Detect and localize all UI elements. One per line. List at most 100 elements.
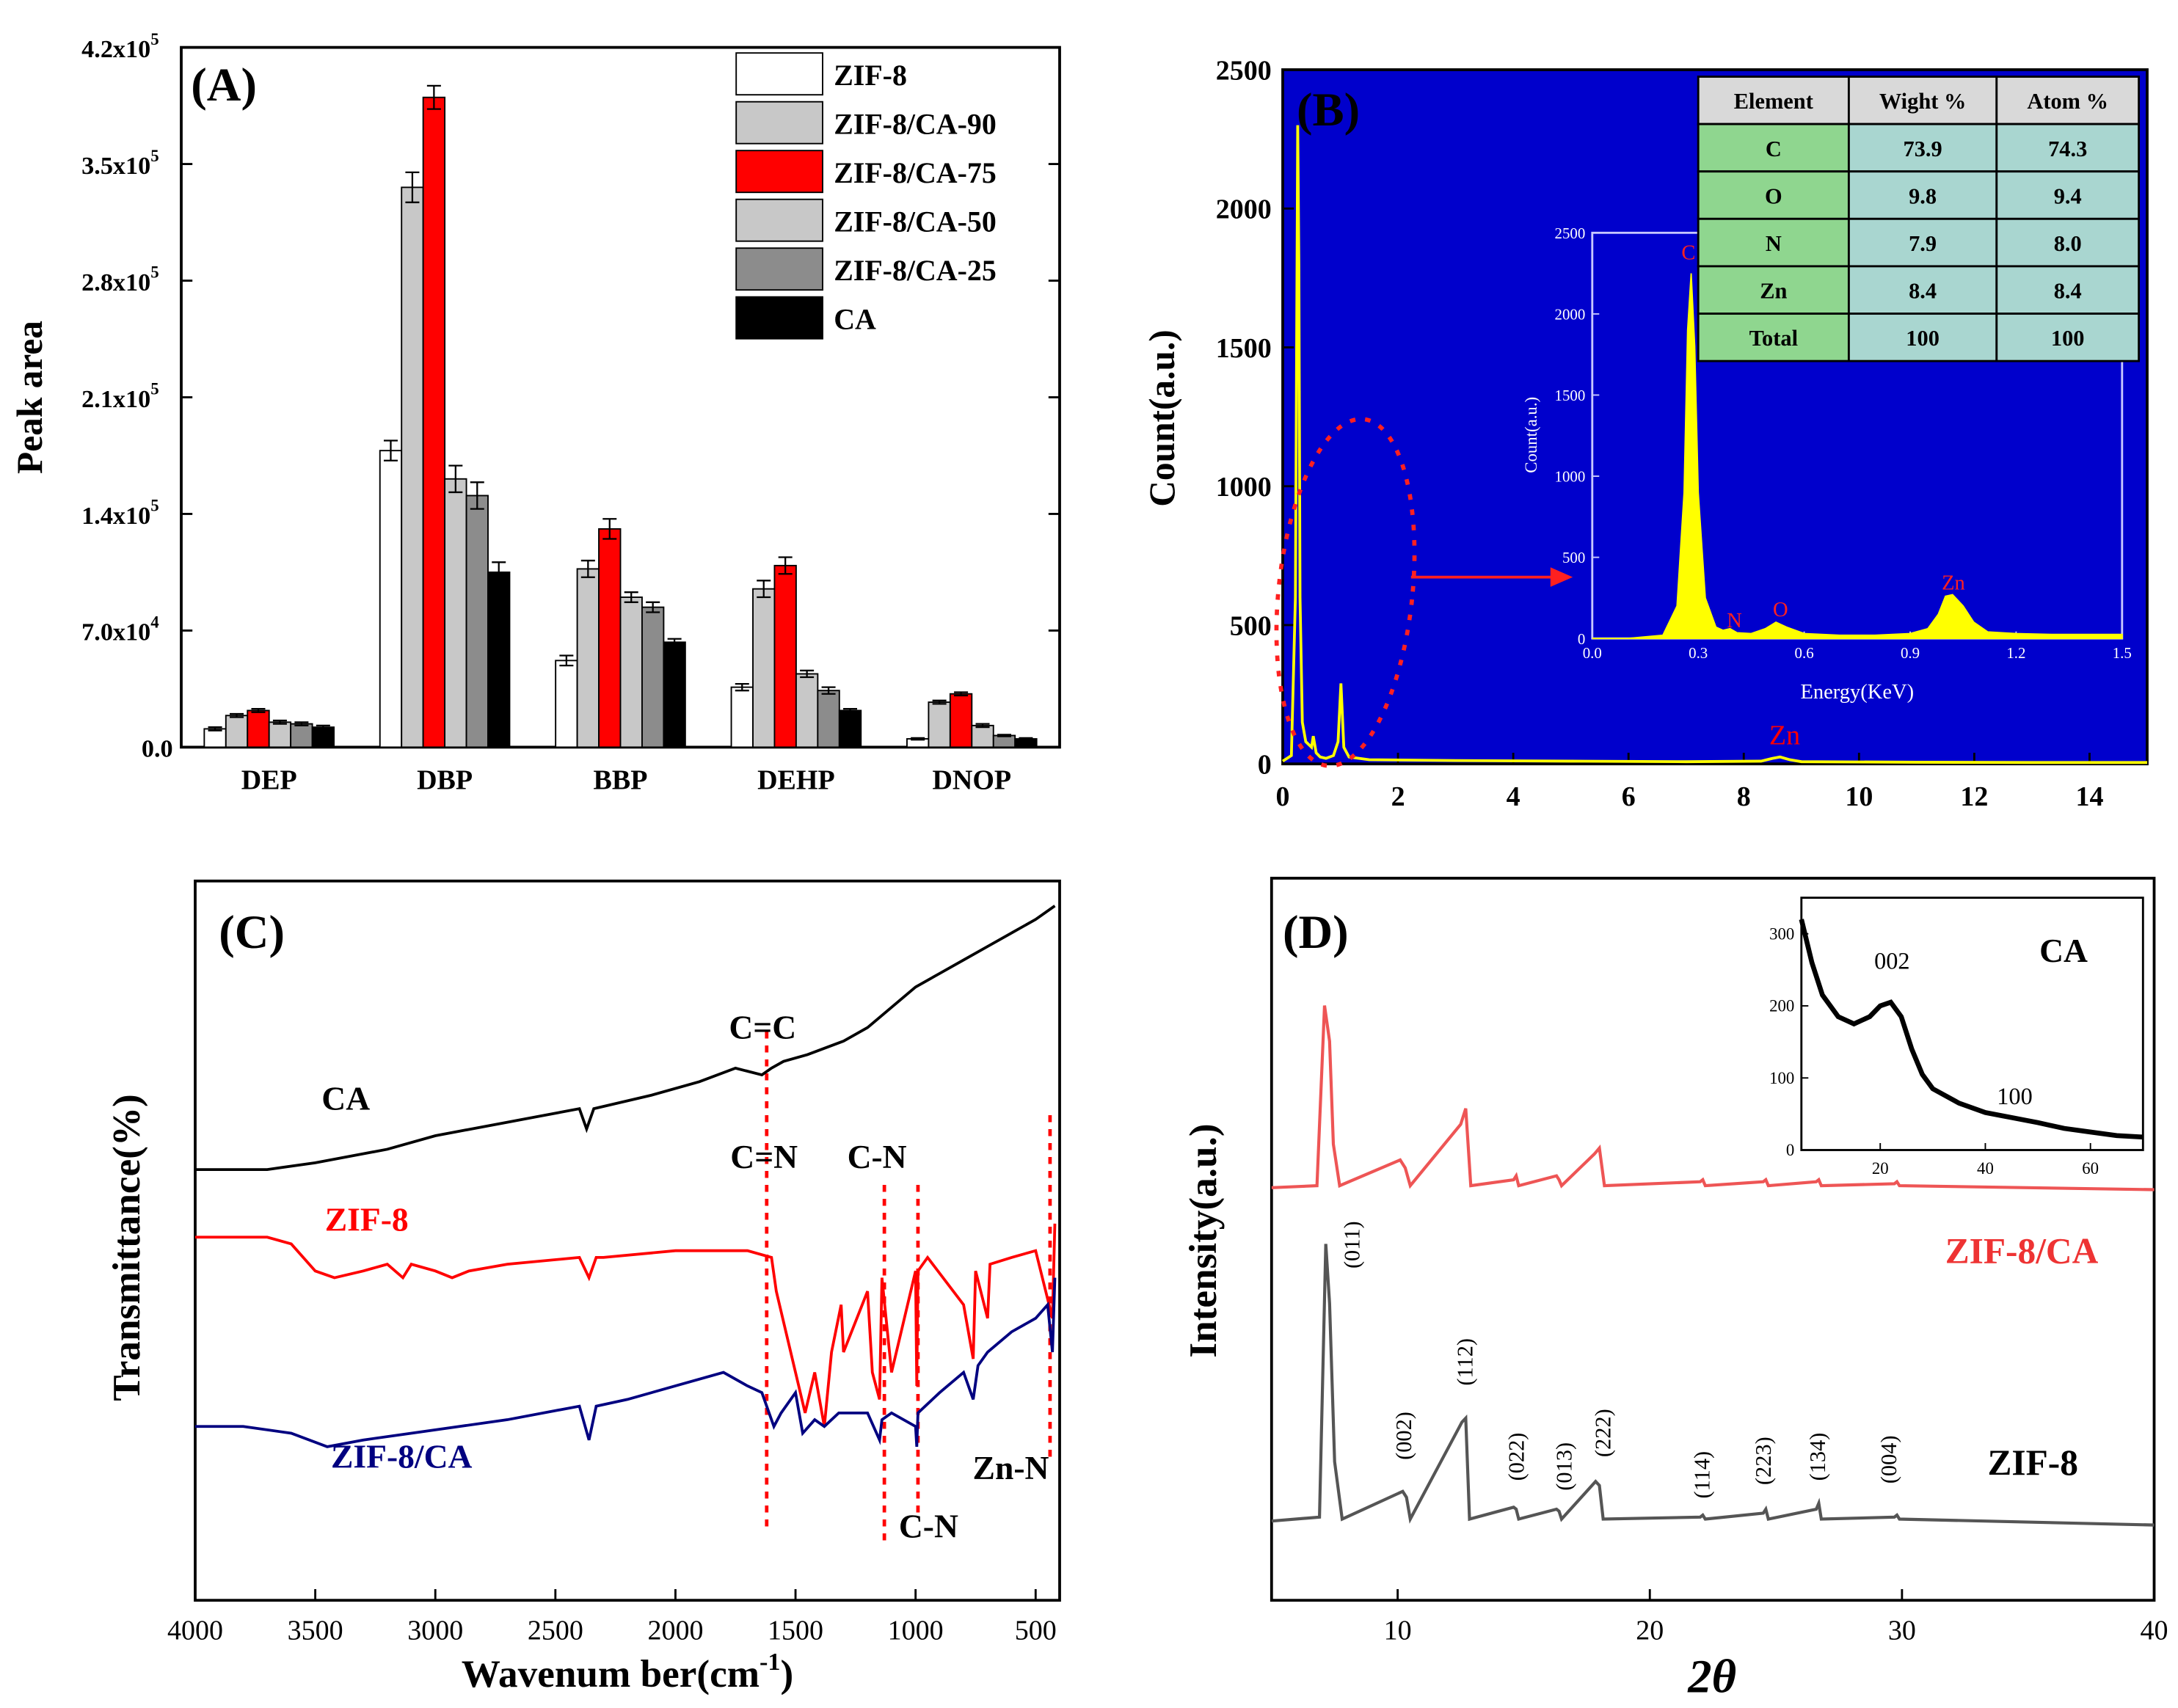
xrd-pattern-line — [1271, 1005, 2155, 1191]
figure-content: (A) 0.0 7.0x104 1.4x105 2.1x105 2.8x105 3.5x10… — [10, 30, 2168, 1703]
legend-swatch — [735, 52, 823, 96]
miller-index-label: (112) — [1452, 1338, 1477, 1386]
table-cell — [1847, 76, 1998, 125]
bar — [663, 641, 686, 748]
table-value: 73.9 — [1904, 136, 1942, 161]
y-tick-label: 0 — [1258, 749, 1272, 780]
bar — [817, 690, 840, 748]
table-value: Zn — [1760, 279, 1787, 304]
table-value: N — [1766, 231, 1782, 256]
table-header: Wight % — [1879, 89, 1967, 114]
y-tick-label: 1500 — [1216, 333, 1272, 364]
table-value: C — [1766, 136, 1782, 161]
bar — [225, 715, 249, 748]
legend-swatch — [735, 101, 823, 145]
table-cell — [1995, 265, 2141, 315]
miller-index-label: (223) — [1751, 1437, 1776, 1485]
bar — [203, 728, 227, 748]
x-tick-label: 3000 — [407, 1615, 463, 1646]
inset-peak-label: 100 — [1997, 1083, 2032, 1109]
band-annotation: C=N — [730, 1138, 798, 1175]
table-value: 8.4 — [2054, 279, 2082, 304]
eds-spectrum-line — [1281, 125, 2148, 764]
inset-y-tick-label: 0 — [1578, 630, 1585, 648]
y-axis-label: Transmittance(%) — [105, 1094, 148, 1401]
table-cell — [1995, 313, 2141, 362]
bar — [949, 693, 973, 748]
bar — [928, 701, 951, 748]
legend-label: ZIF-8/CA-25 — [834, 254, 997, 287]
inset-x-tick-label: 60 — [2082, 1159, 2099, 1178]
panel-d: (D) 10 20 30 40 2θ Intensity(a.u.) ZIF-8/CA ZIF-… — [1181, 877, 2168, 1703]
x-tick-label: 2500 — [528, 1615, 583, 1646]
x-tick-label: 4000 — [167, 1615, 223, 1646]
x-tick-label: 2 — [1391, 781, 1405, 812]
inset-x-tick-label: 20 — [1872, 1159, 1889, 1178]
x-axis-label-superscript: -1 — [760, 1649, 780, 1676]
category-label: DEHP — [757, 764, 835, 795]
table-cell — [1995, 123, 2141, 173]
legend-label: ZIF-8 — [834, 59, 907, 92]
legend-swatch — [735, 247, 823, 291]
x-tick-label: 2000 — [647, 1615, 703, 1646]
panel-b: (B)0 2 4 6 8 10 12 1405001000150020002500Count(… — [1142, 55, 2149, 812]
table-value: 9.8 — [1909, 183, 1937, 208]
inset-y-tick-label: 300 — [1769, 924, 1794, 943]
panel-label: (D) — [1283, 905, 1349, 958]
y-tick-label: 3.5x105 — [81, 147, 159, 180]
y-tick-label: 0.0 — [142, 736, 173, 763]
bar — [487, 572, 511, 748]
series-label: ZIF-8 — [1987, 1442, 2077, 1483]
bar — [465, 494, 489, 748]
bar — [311, 726, 335, 748]
ftir-spectrum-line — [195, 905, 1056, 1172]
table-cell — [1697, 313, 1850, 362]
y-tick-exponent: 5 — [150, 30, 159, 48]
inset-x-tick-label: 1.5 — [2113, 644, 2132, 662]
legend-label: ZIF-8/CA-90 — [834, 107, 997, 140]
table-value: 8.0 — [2054, 231, 2082, 256]
miller-index-label: (114) — [1689, 1451, 1714, 1499]
y-tick-label: 1000 — [1216, 472, 1272, 503]
series-label: ZIF-8/CA — [1945, 1230, 2099, 1271]
inset-y-tick-label: 2500 — [1555, 225, 1586, 242]
inset-y-tick-label: 100 — [1769, 1069, 1794, 1087]
category-label: DEP — [241, 764, 297, 795]
x-tick-label: 20 — [1636, 1615, 1664, 1646]
inset-x-tick-label: 1.2 — [2006, 644, 2025, 662]
table-header: Element — [1734, 89, 1813, 114]
x-tick-label: 8 — [1737, 781, 1751, 812]
y-tick-exponent: 5 — [150, 380, 159, 398]
legend-swatch — [735, 198, 823, 242]
ftir-spectrum-line — [195, 1223, 1057, 1427]
miller-index-label: (004) — [1876, 1435, 1901, 1483]
y-axis-label: Peak area — [10, 321, 50, 474]
panel-label: (A) — [191, 58, 257, 111]
x-tick-label: 1000 — [888, 1615, 944, 1646]
bar — [773, 564, 797, 748]
x-tick-label: 14 — [2075, 781, 2103, 812]
x-tick-label: 500 — [1015, 1615, 1057, 1646]
x-tick-label: 40 — [2141, 1615, 2168, 1646]
y-tick-label: 7.0x104 — [81, 613, 159, 646]
x-tick-label: 10 — [1384, 1615, 1412, 1646]
inset-x-tick-label: 0.6 — [1795, 644, 1814, 662]
table-value: 74.3 — [2048, 136, 2087, 161]
table-value: 100 — [1906, 326, 1940, 351]
xrd-pattern-line — [1271, 1244, 2155, 1527]
table-value: O — [1765, 183, 1782, 208]
category-label: DBP — [417, 764, 473, 795]
inset-peak-label: N — [1727, 610, 1742, 632]
bar — [268, 721, 292, 748]
bar — [422, 96, 446, 748]
category-label: DNOP — [932, 764, 1011, 795]
panel-a: (A) 0.0 7.0x104 1.4x105 2.1x105 2.8x105 3.5x10… — [10, 30, 1061, 795]
bar — [752, 588, 776, 748]
table-cell — [1995, 170, 2141, 220]
table-header: Atom % — [2027, 89, 2108, 114]
inset-y-tick-label: 2000 — [1555, 305, 1586, 323]
legend-label: ZIF-8/CA-50 — [834, 205, 997, 238]
x-tick-label: 1500 — [768, 1615, 823, 1646]
zoom-arrowhead — [1550, 567, 1573, 587]
table-value: 7.9 — [1909, 231, 1937, 256]
